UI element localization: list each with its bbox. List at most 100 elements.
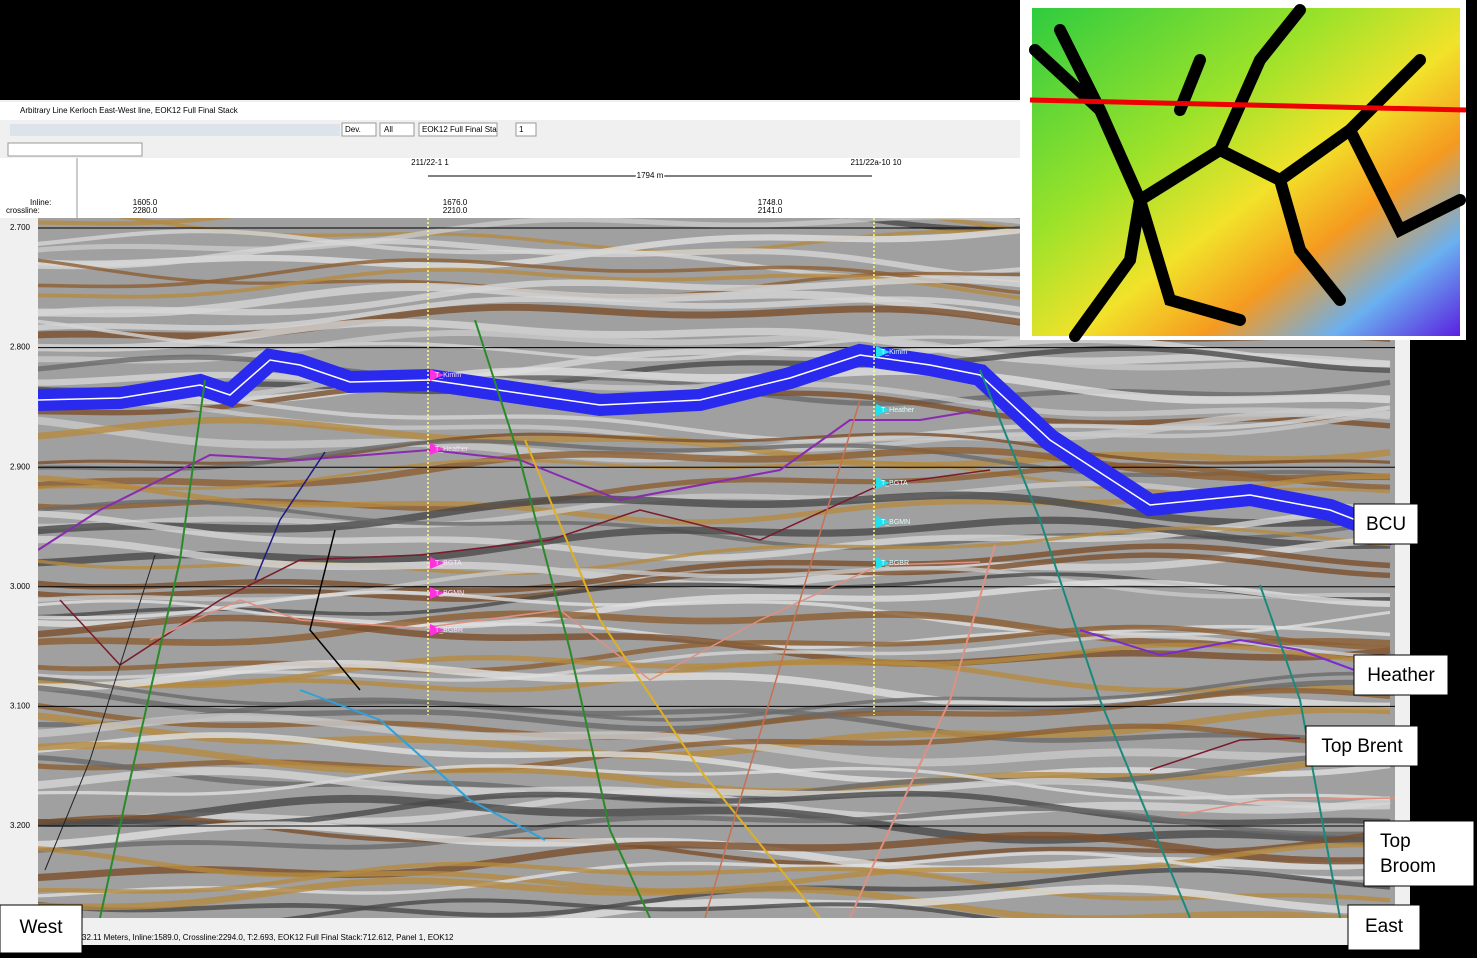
seismic-reflector <box>38 624 1391 674</box>
fault <box>299 689 546 841</box>
status-text: 32.11 Meters, Inline:1589.0, Crossline:2… <box>82 933 454 942</box>
fault <box>474 319 651 918</box>
inline-value: 1605.0 <box>133 198 158 207</box>
seismic-reflector <box>38 330 1391 373</box>
seismic-reflector <box>38 687 1391 740</box>
east-box <box>1347 904 1421 951</box>
seismic-reflector <box>38 671 1391 722</box>
well-top-label: T_BGBR <box>435 627 463 634</box>
filter-select[interactable] <box>379 122 415 137</box>
brent-horizon <box>59 469 991 666</box>
fault <box>1259 584 1341 918</box>
seismic-reflector <box>38 766 1391 821</box>
well-top-label: T_BGMN <box>881 519 910 526</box>
broom-horizon <box>1179 797 1395 816</box>
well-top-marker <box>876 557 890 569</box>
seismic-reflector <box>38 416 1391 469</box>
heather-label: Heather <box>1367 665 1435 686</box>
mode-select[interactable] <box>341 122 377 137</box>
fault <box>524 439 821 918</box>
seismic-reflector <box>38 458 1391 494</box>
well-top-marker <box>876 346 890 358</box>
seismic-reflector <box>38 509 1391 562</box>
time-tick-label: 2.800 <box>10 343 31 352</box>
seismic-reflector <box>38 446 1391 489</box>
time-tick-label: 2.700 <box>10 223 31 232</box>
seismic-reflector <box>38 610 1391 647</box>
heather-box <box>1353 654 1449 696</box>
toolbar: Dev. All EOK12 Full Final Sta 1 <box>7 122 537 157</box>
time-tick-label: 3.200 <box>10 821 31 830</box>
bcu-pick <box>38 354 1395 536</box>
top-broom-label: Broom <box>1380 856 1436 877</box>
inline-label: Inline: <box>30 198 51 207</box>
well-top-marker <box>876 516 890 528</box>
distance: 1794 m <box>637 171 664 180</box>
fault <box>849 544 996 918</box>
crossline-value: 2280.0 <box>133 206 158 215</box>
toolbar-icons[interactable] <box>10 124 340 136</box>
seismic-reflector <box>38 861 1391 903</box>
well-top-label: T_Kimm <box>435 372 461 379</box>
fault <box>254 451 326 581</box>
time-tick-label: 3.000 <box>10 582 31 591</box>
volume-select[interactable] <box>418 122 498 137</box>
seismic-reflector <box>280 898 1001 918</box>
combo[interactable] <box>7 142 143 157</box>
fault <box>44 554 156 871</box>
seismic-reflector <box>38 764 1391 801</box>
seismic-reflector <box>38 318 1391 368</box>
heather-horizon <box>1079 629 1395 686</box>
seismic-reflector <box>38 654 1391 694</box>
seismic-reflector <box>38 491 1391 535</box>
well-top-label: T_BGBR <box>881 560 909 567</box>
well-top-marker <box>876 404 890 416</box>
seismic-reflector <box>38 806 1391 853</box>
well-top-marker <box>876 477 890 489</box>
seismic-reflector <box>38 777 1391 827</box>
well-top-marker <box>430 557 444 569</box>
seismic-reflector <box>38 480 1391 530</box>
well-top-marker <box>430 587 444 599</box>
seismic-reflector <box>38 877 1386 918</box>
well-top-label: T_Heather <box>435 446 469 453</box>
inline-value: 1748.0 <box>758 198 783 207</box>
fault <box>979 369 1191 918</box>
seismic-reflector <box>38 697 1391 746</box>
time-tick-label: 3.100 <box>10 702 31 711</box>
well-top-marker <box>430 443 444 455</box>
seismic-reflector <box>38 713 1391 767</box>
fault <box>704 399 861 918</box>
seismic-reflector <box>38 552 1391 602</box>
bcu-label: BCU <box>1366 514 1406 535</box>
top-brent-label: Top Brent <box>1321 736 1403 757</box>
top-broom-box <box>1363 820 1475 887</box>
crossline-value: 2210.0 <box>443 206 468 215</box>
well-name: 211/22a-10 10 <box>850 158 902 167</box>
well-top-label: T_Kimm <box>881 349 907 356</box>
seismic-reflector <box>38 851 1391 898</box>
mode-text: Dev. <box>345 125 361 134</box>
status-bar <box>0 918 1410 945</box>
map <box>1032 8 1460 336</box>
seismic-reflector <box>38 831 1391 882</box>
inline-value: 1676.0 <box>443 198 468 207</box>
seismic-reflector <box>38 732 1391 784</box>
crossline-value: 2141.0 <box>758 206 783 215</box>
well-top-label: T_BGMN <box>435 590 464 597</box>
crossline-label: crossline: <box>6 206 40 215</box>
well-top-marker <box>430 624 444 636</box>
page-text: 1 <box>519 125 524 134</box>
fault <box>309 529 361 691</box>
seismic-reflector <box>38 794 1391 846</box>
window-title: Arbitrary Line Kerloch East-West line, E… <box>20 106 239 115</box>
well-top-label: T_BGTA <box>881 480 908 487</box>
filter-text: All <box>384 125 393 134</box>
well-name: 211/22-1 1 <box>411 158 449 167</box>
west-box <box>0 904 83 954</box>
top-brent-box <box>1305 725 1419 767</box>
seismic-reflector <box>38 565 1391 603</box>
page-input[interactable] <box>515 122 537 137</box>
